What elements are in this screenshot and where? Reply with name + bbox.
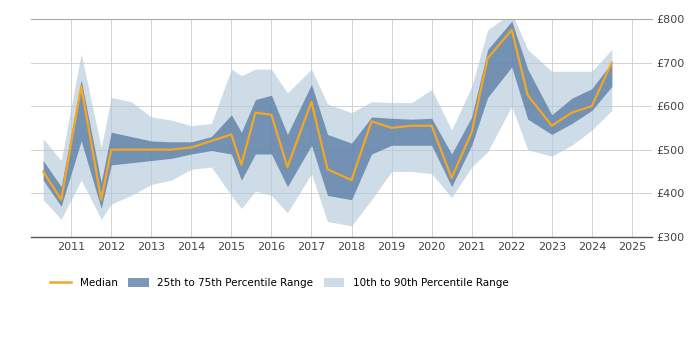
Legend: Median, 25th to 75th Percentile Range, 10th to 90th Percentile Range: Median, 25th to 75th Percentile Range, 1… bbox=[46, 274, 512, 293]
